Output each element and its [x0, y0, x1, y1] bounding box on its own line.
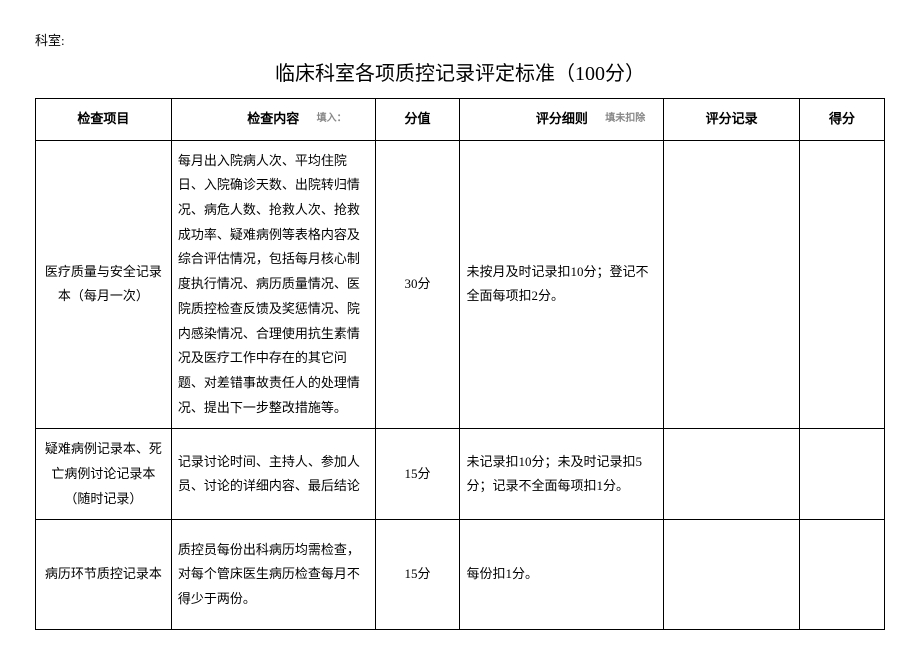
- evaluation-table: 检查项目 检查内容 填入： 分值 评分细则 填未扣除 评分记录 得分 医疗质量与…: [35, 98, 885, 630]
- cell-record: [664, 520, 800, 630]
- header-annotation-content: 填入：: [317, 109, 347, 128]
- cell-score: 15分: [375, 520, 460, 630]
- cell-score: 30分: [375, 140, 460, 429]
- col-header-record: 评分记录: [664, 99, 800, 141]
- page-title: 临床科室各项质控记录评定标准（100分）: [35, 57, 885, 86]
- cell-content: 每月出入院病人次、平均住院日、入院确诊天数、出院转归情况、病危人数、抢救人次、抢…: [171, 140, 375, 429]
- cell-record: [664, 140, 800, 429]
- cell-item: 病历环节质控记录本: [36, 520, 172, 630]
- cell-item: 医疗质量与安全记录本（每月一次）: [36, 140, 172, 429]
- cell-criteria: 每份扣1分。: [460, 520, 664, 630]
- table-header-row: 检查项目 检查内容 填入： 分值 评分细则 填未扣除 评分记录 得分: [36, 99, 885, 141]
- cell-content: 质控员每份出科病历均需检查，对每个管床医生病历检查每月不得少于两份。: [171, 520, 375, 630]
- col-header-item: 检查项目: [36, 99, 172, 141]
- cell-criteria: 未记录扣10分；未及时记录扣5分；记录不全面每项扣1分。: [460, 429, 664, 520]
- cell-points: [800, 520, 885, 630]
- col-header-content-text: 检查内容: [247, 111, 299, 126]
- department-label: 科室:: [35, 30, 885, 49]
- cell-content: 记录讨论时间、主持人、参加人员、讨论的详细内容、最后结论: [171, 429, 375, 520]
- col-header-content: 检查内容 填入：: [171, 99, 375, 141]
- col-header-score: 分值: [375, 99, 460, 141]
- cell-score: 15分: [375, 429, 460, 520]
- cell-points: [800, 429, 885, 520]
- cell-criteria: 未按月及时记录扣10分；登记不全面每项扣2分。: [460, 140, 664, 429]
- cell-record: [664, 429, 800, 520]
- col-header-criteria-text: 评分细则: [536, 111, 588, 126]
- cell-item: 疑难病例记录本、死亡病例讨论记录本（随时记录）: [36, 429, 172, 520]
- table-row: 医疗质量与安全记录本（每月一次） 每月出入院病人次、平均住院日、入院确诊天数、出…: [36, 140, 885, 429]
- table-row: 病历环节质控记录本 质控员每份出科病历均需检查，对每个管床医生病历检查每月不得少…: [36, 520, 885, 630]
- col-header-criteria: 评分细则 填未扣除: [460, 99, 664, 141]
- header-annotation-criteria: 填未扣除: [605, 109, 645, 128]
- cell-points: [800, 140, 885, 429]
- col-header-points: 得分: [800, 99, 885, 141]
- table-row: 疑难病例记录本、死亡病例讨论记录本（随时记录） 记录讨论时间、主持人、参加人员、…: [36, 429, 885, 520]
